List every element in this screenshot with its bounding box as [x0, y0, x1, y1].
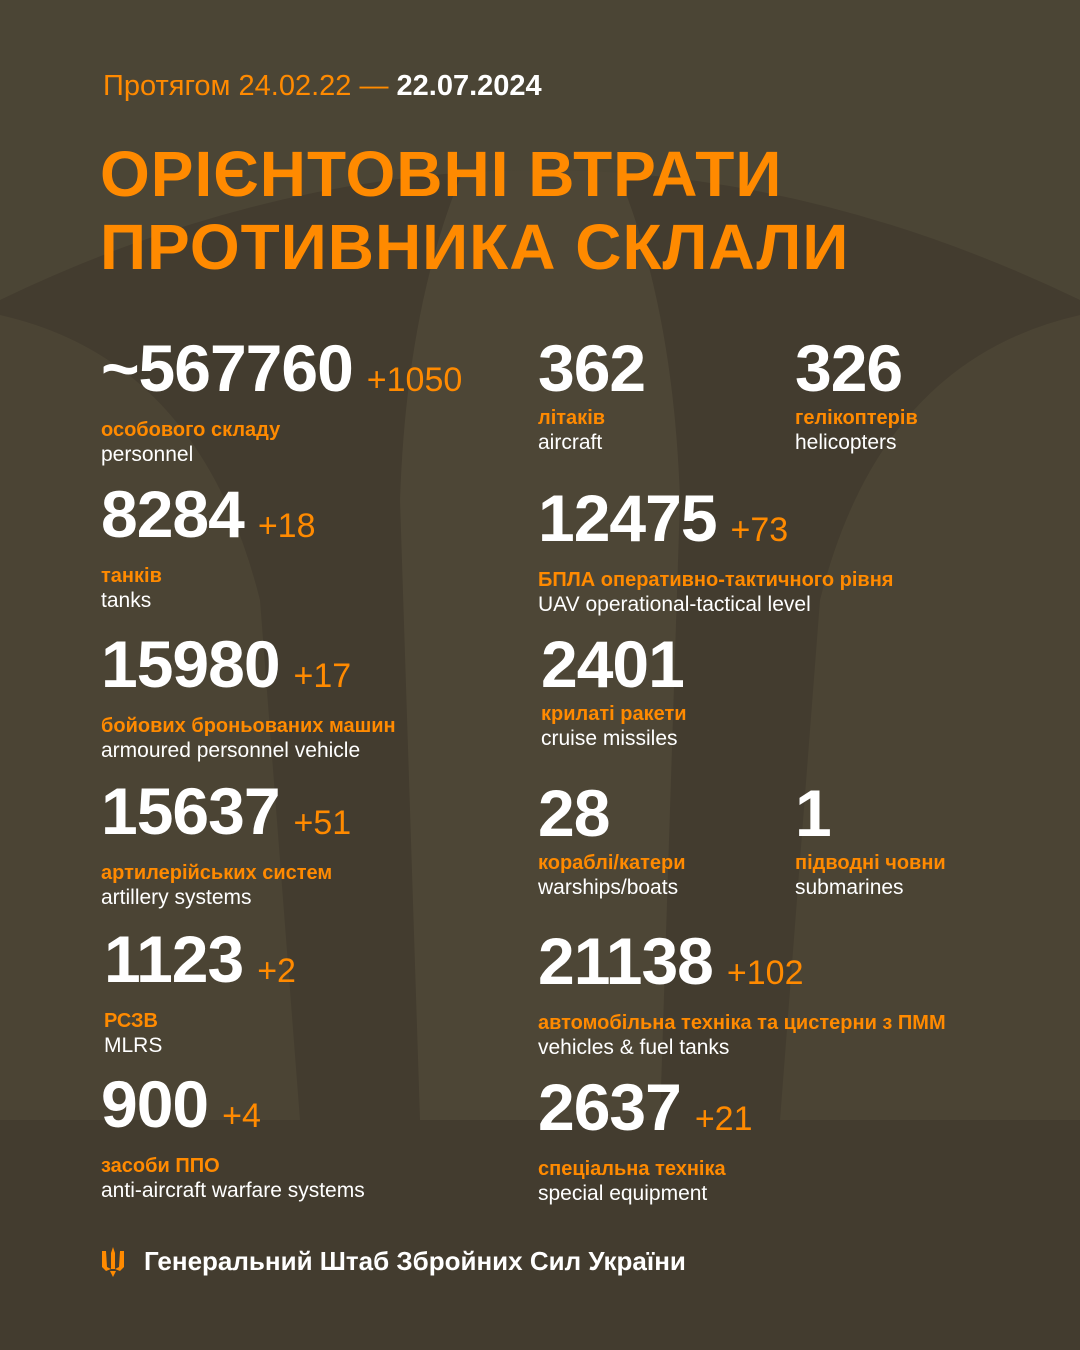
footer: Генеральний Штаб Збройних Сил України	[100, 1246, 686, 1277]
stat-armoured: 15980 +17 бойових броньованих машин armou…	[101, 631, 396, 763]
stat-label-en: cruise missiles	[541, 727, 678, 750]
stat-label-uk: крилаті ракети	[541, 703, 687, 725]
stat-label-en: tanks	[101, 589, 152, 612]
stat-delta: +51	[293, 804, 352, 842]
stat-number: 362	[538, 331, 646, 405]
stat-number: 900	[101, 1067, 209, 1141]
stat-value: 15637 +51	[101, 778, 352, 853]
stat-label-en: anti-aircraft warfare systems	[101, 1179, 365, 1202]
stat-delta: +4	[222, 1097, 261, 1135]
stat-tanks: 8284 +18 танків tanks	[101, 481, 316, 613]
stat-label-uk: танків	[101, 565, 162, 587]
stat-label-en: warships/boats	[538, 876, 679, 899]
stat-label-uk: літаків	[538, 407, 606, 429]
stat-label-en: artillery systems	[101, 886, 252, 909]
stat-label-en: special equipment	[538, 1182, 708, 1205]
stat-value: 28	[538, 780, 686, 846]
stat-value: 15980 +17	[101, 631, 396, 706]
stat-value: ~567760 +1050	[101, 335, 463, 410]
stat-number: 15980	[101, 627, 281, 701]
stat-value: 900 +4	[101, 1071, 365, 1146]
stat-value: 21138 +102	[538, 928, 946, 1003]
stat-label-uk: БПЛА оперативно-тактичного рівня	[538, 569, 894, 591]
stat-number: 2637	[538, 1070, 682, 1144]
stat-number: 2401	[541, 627, 685, 701]
stat-label-uk: особового складу	[101, 419, 281, 441]
stat-number: 15637	[101, 774, 281, 848]
stat-value: 2637 +21	[538, 1074, 753, 1149]
stat-number: 326	[795, 331, 903, 405]
stat-delta: +73	[730, 511, 789, 549]
stat-value: 2401	[541, 631, 687, 697]
stat-label-en: submarines	[795, 876, 904, 899]
stat-artillery: 15637 +51 артилерійських систем artillery…	[101, 778, 352, 910]
stat-label-uk: кораблі/катери	[538, 852, 686, 874]
stat-label-en: armoured personnel vehicle	[101, 739, 361, 762]
period-start: Протягом 24.02.22 —	[103, 70, 389, 102]
stat-value: 326	[795, 335, 918, 401]
stat-label-uk: гелікоптерів	[795, 407, 918, 429]
period-subtitle: Протягом 24.02.22 — 22.07.2024	[103, 70, 542, 103]
page-title-line1: ОРІЄНТОВНІ ВТРАТИ	[100, 138, 783, 210]
stat-label-uk: підводні човни	[795, 852, 946, 874]
period-end: 22.07.2024	[396, 70, 542, 102]
stat-label-en: personnel	[101, 443, 194, 466]
stat-value: 12475 +73	[538, 485, 893, 560]
stat-vehicles: 21138 +102 автомобільна техніка та цистер…	[538, 928, 946, 1060]
stat-value: 362	[538, 335, 646, 401]
stat-delta: +17	[293, 657, 352, 695]
stat-number: 1123	[104, 922, 244, 996]
stat-label-en: MLRS	[104, 1034, 163, 1057]
stat-label-en: helicopters	[795, 431, 897, 454]
footer-text: Генеральний Штаб Збройних Сил України	[144, 1246, 686, 1276]
stat-label-en: vehicles & fuel tanks	[538, 1036, 730, 1059]
stat-delta: +2	[257, 952, 296, 990]
stat-delta: +18	[257, 507, 316, 545]
stat-number: 1	[795, 776, 832, 850]
stat-submarines: 1 підводні човни submarines	[795, 780, 946, 900]
stat-mlrs: 1123 +2 РСЗВ MLRS	[104, 926, 296, 1058]
page-title-line2: ПРОТИВНИКА СКЛАЛИ	[100, 211, 850, 283]
stat-number: 28	[538, 776, 610, 850]
stat-delta: +1050	[366, 361, 463, 399]
stat-special: 2637 +21 спеціальна техніка special equip…	[538, 1074, 753, 1206]
stat-label-uk: артилерійських систем	[101, 862, 333, 884]
stat-label-uk: бойових броньованих машин	[101, 715, 396, 737]
stat-delta: +21	[694, 1100, 753, 1138]
stat-personnel: ~567760 +1050 особового складу personnel	[101, 335, 463, 467]
stat-aircraft: 362 літаків aircraft	[538, 335, 646, 455]
stat-anti: 900 +4 засоби ППО anti-aircraft warfare s…	[101, 1071, 365, 1203]
stat-number: 12475	[538, 481, 718, 555]
stat-label-uk: РСЗВ	[104, 1010, 158, 1032]
stat-number: 8284	[101, 477, 245, 551]
stat-number: 21138	[538, 924, 714, 998]
stat-label-en: UAV operational-tactical level	[538, 593, 811, 616]
trident-icon	[102, 1246, 124, 1277]
stat-label-uk: засоби ППО	[101, 1155, 220, 1177]
stat-number: ~567760	[101, 331, 354, 405]
stat-label-uk: автомобільна техніка та цистерни з ПММ	[538, 1012, 946, 1034]
stat-label-uk: спеціальна техніка	[538, 1158, 726, 1180]
stat-value: 8284 +18	[101, 481, 316, 556]
stat-delta: +102	[726, 954, 804, 992]
stat-helicopters: 326 гелікоптерів helicopters	[795, 335, 918, 455]
stat-cruise: 2401 крилаті ракети cruise missiles	[541, 631, 687, 751]
stat-value: 1	[795, 780, 946, 846]
stat-value: 1123 +2	[104, 926, 296, 1001]
stat-label-en: aircraft	[538, 431, 603, 454]
stat-uav: 12475 +73 БПЛА оперативно-тактичного рівн…	[538, 485, 894, 617]
stat-warships: 28 кораблі/катери warships/boats	[538, 780, 686, 900]
